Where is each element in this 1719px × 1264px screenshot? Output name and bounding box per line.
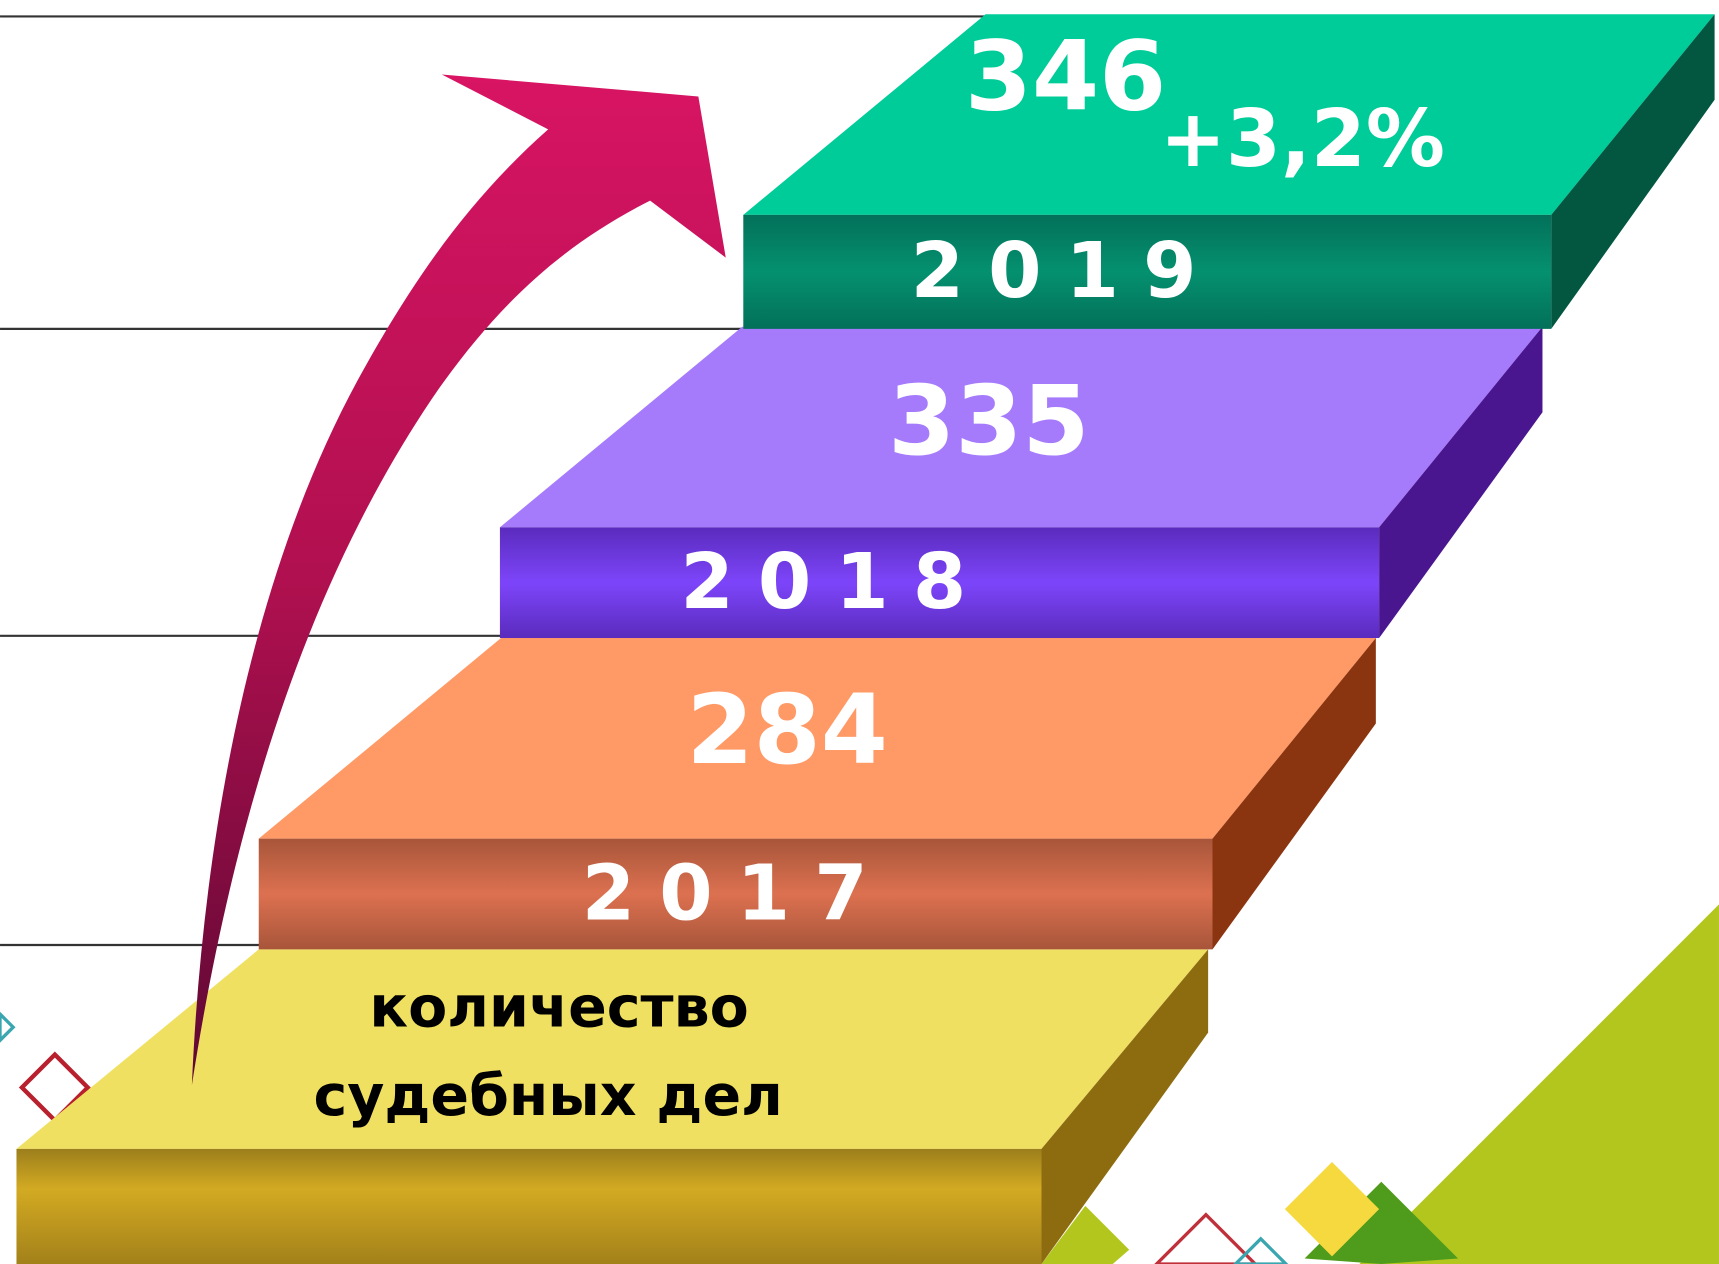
value-label: 284: [686, 673, 887, 786]
step-top: [499, 326, 1543, 528]
base-step: [16, 949, 1209, 1264]
step-front: [258, 838, 1213, 950]
value-label: 335: [888, 364, 1089, 477]
step-top: [743, 14, 1715, 215]
annotation: +3,2%: [1160, 93, 1445, 185]
step-top: [258, 638, 1376, 839]
label-line: количество: [369, 974, 748, 1040]
step-side: [1379, 326, 1543, 639]
decoration: [0, 15, 1719, 1264]
step-front: [499, 527, 1380, 639]
step-front: [743, 214, 1552, 329]
year-label: 2018: [680, 538, 990, 627]
steps: 2017 284 2018 335 2019 346: [258, 14, 1715, 950]
step-side: [1551, 14, 1715, 329]
step: 2019 346: [743, 14, 1715, 329]
step-side: [1212, 638, 1376, 950]
step: 2017 284: [258, 638, 1376, 950]
label-line: судебных дел: [313, 1063, 782, 1129]
growth-arrow: [191, 74, 726, 1086]
year-label: 2019: [911, 227, 1221, 316]
year-label: 2017: [582, 849, 892, 938]
step: 2018 335: [499, 326, 1543, 639]
value-label: 346: [965, 20, 1166, 133]
